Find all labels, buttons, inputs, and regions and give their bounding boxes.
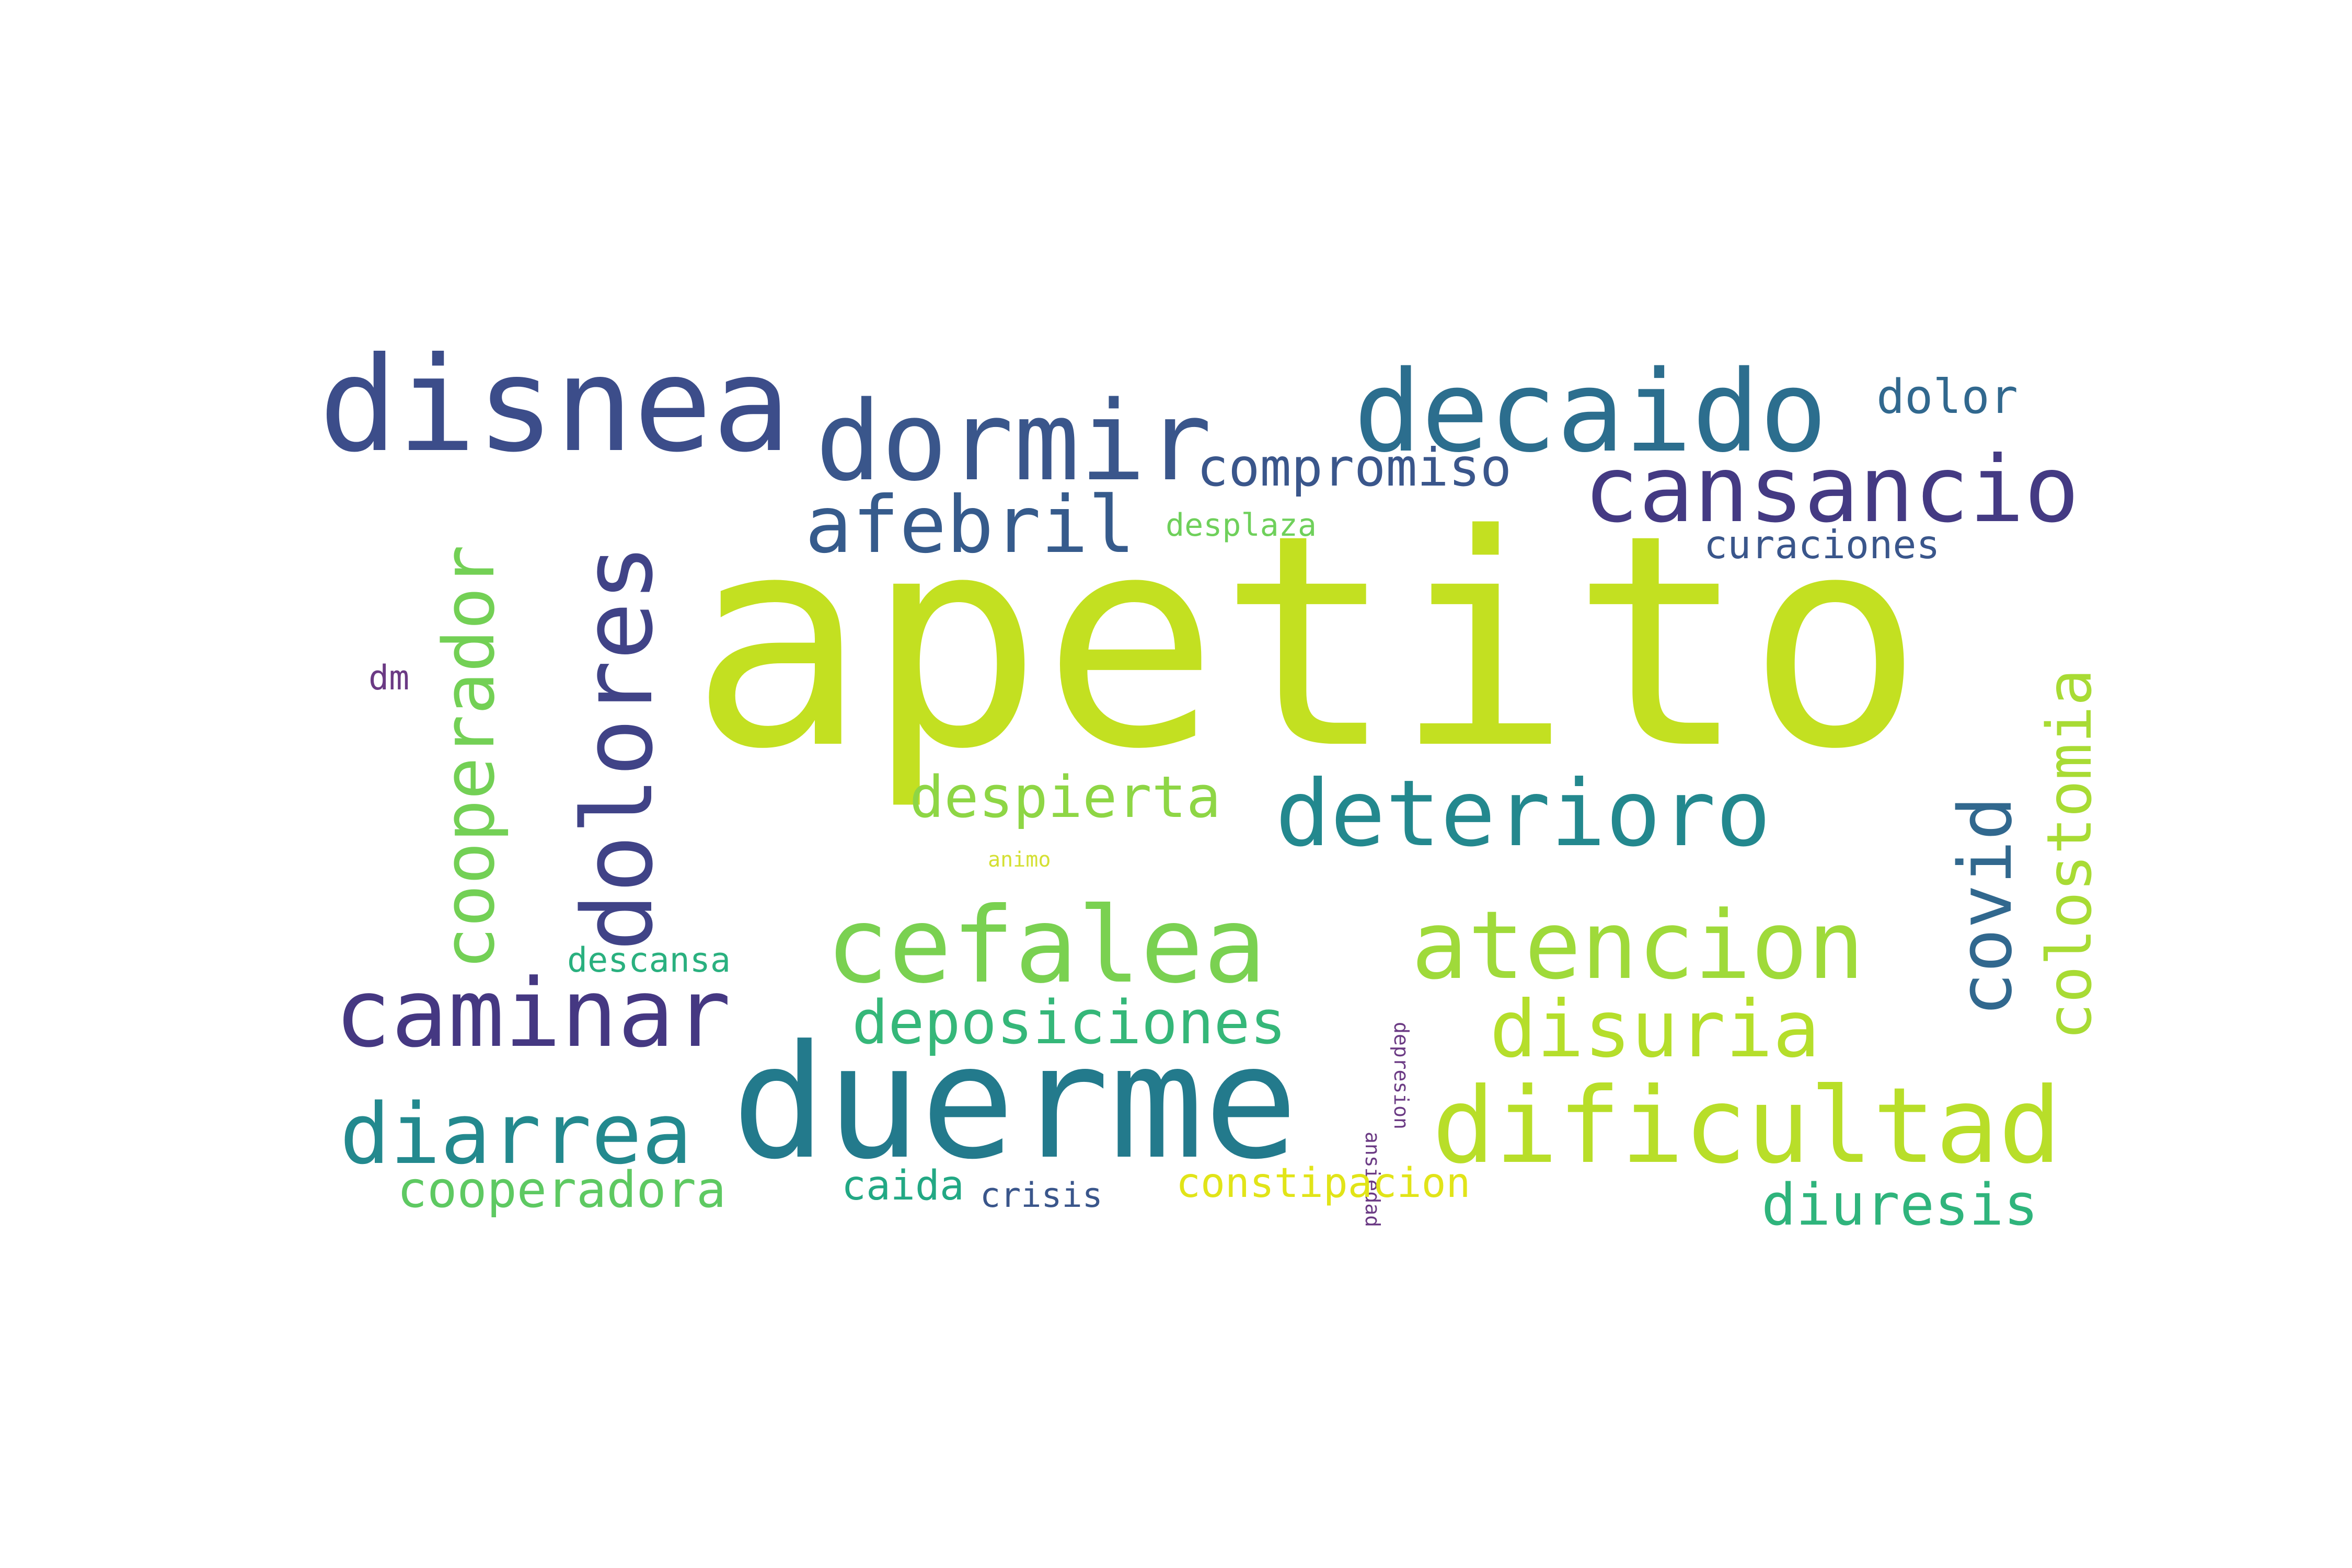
word-cooperadora: cooperadora [397,1161,727,1219]
word-disuria: disuria [1490,984,1820,1075]
word-deposiciones: deposiciones [852,988,1286,1058]
word-dm: dm [368,659,410,698]
word-cooperador: cooperador [428,545,510,970]
word-cefalea: cefalea [826,885,1266,1007]
word-decaido: decaido [1354,346,1828,477]
word-desplaza: desplaza [1166,507,1317,544]
word-despierta: despierta [909,764,1221,831]
word-diarrea: diarrea [340,1085,693,1183]
word-animo: animo [988,848,1051,872]
word-dificultad: dificultad [1432,1065,2062,1187]
word-atencion: atencion [1411,891,1864,1000]
word-covid: covid [1943,796,2028,1017]
word-depresion: depresion [1390,1022,1413,1129]
word-cansancio: cansancio [1584,437,2080,543]
word-dormir: dormir [815,377,1212,505]
word-descansa: descansa [567,941,731,980]
word-curaciones: curaciones [1704,522,1940,568]
word-disnea: disnea [319,329,791,481]
word-caminar: caminar [335,959,731,1068]
word-colostomia: colostomia [2033,668,2105,1040]
word-constipacion: constipacion [1176,1160,1471,1207]
word-dolor: dolor [1876,370,2018,424]
word-compromiso: compromiso [1197,437,1512,498]
word-diuresis: diuresis [1761,1171,2038,1238]
word-crisis: crisis [980,1176,1103,1215]
word-deterioro: deterioro [1275,761,1771,867]
word-dolores: dolores [561,544,674,951]
word-afebril: afebril [805,480,1136,571]
word-caida: caida [841,1162,964,1209]
word-apetito: apetito [690,472,1924,813]
word-duerme: duerme [732,1011,1298,1194]
